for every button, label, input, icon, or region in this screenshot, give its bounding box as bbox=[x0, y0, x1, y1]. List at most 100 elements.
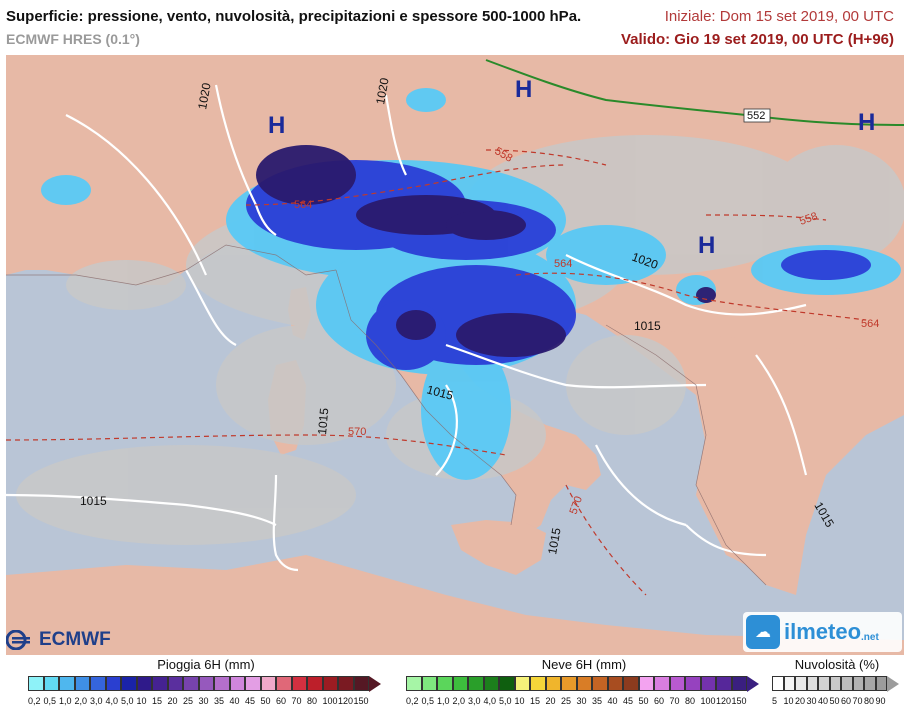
cloud-legend-swatch bbox=[806, 676, 818, 691]
rain-legend-tick: 45 bbox=[245, 696, 256, 706]
snow-legend-swatch bbox=[638, 676, 654, 691]
rain-legend-tick: 10 bbox=[136, 696, 147, 706]
cloud-legend-swatch bbox=[852, 676, 864, 691]
snow-legend-tick: 3,0 bbox=[468, 696, 481, 706]
cloud-legend-swatch bbox=[783, 676, 795, 691]
weather-map[interactable]: 1020 1020 1020 1015 1015 1015 1015 1015 … bbox=[6, 55, 904, 655]
rain-legend-tick: 25 bbox=[183, 696, 194, 706]
rain-legend-swatch bbox=[28, 676, 44, 691]
rain-legend-swatch bbox=[136, 676, 152, 691]
ilmeteo-logo[interactable]: ☁ ilmeteo .net bbox=[743, 612, 902, 652]
cloud-legend-tick: 70 bbox=[852, 696, 863, 706]
rain-legend-arrow-icon bbox=[369, 676, 381, 692]
snow-legend-tick: 5,0 bbox=[499, 696, 512, 706]
rain-legend-swatch bbox=[214, 676, 230, 691]
thickness-lines bbox=[6, 149, 867, 596]
snow-legend-swatch bbox=[576, 676, 592, 691]
cloud-legend-swatch bbox=[795, 676, 807, 691]
snow-legend-arrow-icon bbox=[747, 676, 759, 692]
snow-legend-swatch bbox=[468, 676, 484, 691]
snow-legend-tick: 1,0 bbox=[437, 696, 450, 706]
map-title: Superficie: pressione, vento, nuvolosità… bbox=[6, 8, 582, 25]
cloud-legend-tick: 50 bbox=[829, 696, 840, 706]
rain-legend-swatch bbox=[121, 676, 137, 691]
rain-legend-tick: 0,2 bbox=[28, 696, 41, 706]
cloud-legend-tick: 5 bbox=[772, 696, 778, 706]
snow-legend-swatch bbox=[406, 676, 422, 691]
high-center-marker: H bbox=[515, 76, 532, 103]
rain-legend-swatch bbox=[245, 676, 261, 691]
snow-legend-swatch bbox=[669, 676, 685, 691]
rain-legend-tick: 100 bbox=[322, 696, 338, 706]
cloud-legend-swatch bbox=[875, 676, 887, 691]
rain-legend-tick: 150 bbox=[353, 696, 369, 706]
rain-legend: Pioggia 6H (mm) 0,2 0,5 1,0 2,0 3,0 4,0 5,0 10 1… bbox=[28, 657, 384, 710]
rain-legend-swatch bbox=[167, 676, 183, 691]
snow-legend: Neve 6H (mm) 0,2 0,5 1,0 2,0 3,0 4,0 5,0 10 15 20… bbox=[406, 657, 762, 710]
snow-legend-swatch bbox=[421, 676, 437, 691]
rain-legend-tick: 1,0 bbox=[59, 696, 72, 706]
snow-legend-swatch bbox=[623, 676, 639, 691]
cloud-legend-tick: 90 bbox=[875, 696, 886, 706]
snow-legend-swatch bbox=[514, 676, 530, 691]
model-subtitle: ECMWF HRES (0.1°) bbox=[6, 31, 140, 47]
snow-legend-tick: 70 bbox=[669, 696, 680, 706]
cloud-legend-swatch bbox=[818, 676, 830, 691]
borders bbox=[6, 244, 767, 586]
cloud-legend-swatch bbox=[864, 676, 876, 691]
thickness-label: 570 bbox=[568, 495, 586, 516]
snow-legend-tick: 30 bbox=[576, 696, 587, 706]
cloud-legend-arrow-icon bbox=[887, 676, 899, 692]
header: Superficie: pressione, vento, nuvolosità… bbox=[0, 0, 910, 55]
snow-legend-title: Neve 6H (mm) bbox=[541, 657, 627, 672]
cloud-legend-tick: 30 bbox=[806, 696, 817, 706]
rain-legend-tick: 30 bbox=[198, 696, 209, 706]
initial-time: Iniziale: Dom 15 set 2019, 00 UTC bbox=[664, 8, 894, 25]
cloud-legend-tick: 40 bbox=[818, 696, 829, 706]
rain-legend-swatch bbox=[276, 676, 292, 691]
thickness-label: 564 bbox=[294, 199, 312, 211]
snow-legend-swatch bbox=[437, 676, 453, 691]
snow-legend-tick: 45 bbox=[623, 696, 634, 706]
rain-legend-swatch bbox=[90, 676, 106, 691]
snow-legend-swatch bbox=[483, 676, 499, 691]
rain-legend-swatch bbox=[260, 676, 276, 691]
snow-legend-swatch bbox=[685, 676, 701, 691]
rain-legend-swatch bbox=[74, 676, 90, 691]
snow-legend-tick: 80 bbox=[685, 696, 696, 706]
cloud-icon: ☁ bbox=[746, 615, 780, 649]
ilmeteo-logo-suffix: .net bbox=[861, 631, 879, 643]
rain-legend-tick: 120 bbox=[338, 696, 354, 706]
rain-legend-tick: 40 bbox=[229, 696, 240, 706]
rain-legend-swatch bbox=[183, 676, 199, 691]
thickness-label: 564 bbox=[554, 258, 572, 270]
ecmwf-logo: ECMWF bbox=[6, 629, 111, 651]
rain-legend-tick: 70 bbox=[291, 696, 302, 706]
rain-legend-title: Pioggia 6H (mm) bbox=[157, 657, 255, 672]
snow-legend-tick: 0,5 bbox=[421, 696, 435, 706]
land-sicily bbox=[451, 520, 546, 575]
land-africa bbox=[6, 555, 904, 655]
rain-legend-swatch bbox=[43, 676, 59, 691]
land-balkans bbox=[606, 325, 904, 595]
rain-legend-swatch bbox=[105, 676, 121, 691]
snow-legend-swatch bbox=[731, 676, 747, 691]
isobar-label: 1015 bbox=[545, 526, 563, 555]
snow-legend-tick: 20 bbox=[545, 696, 556, 706]
cloud-legend-tick: 60 bbox=[841, 696, 852, 706]
rain-legend-tick: 15 bbox=[152, 696, 163, 706]
high-pressure-centers: H H H H bbox=[268, 76, 875, 259]
rain-legend-swatch bbox=[322, 676, 338, 691]
map-canvas: 1020 1020 1020 1015 1015 1015 1015 1015 … bbox=[6, 55, 904, 655]
cloud-legend-swatch bbox=[772, 676, 784, 691]
snow-legend-tick: 4,0 bbox=[483, 696, 497, 706]
snow-legend-tick: 100 bbox=[700, 696, 716, 706]
cloud-legend-tick: 80 bbox=[864, 696, 875, 706]
rain-legend-tick: 60 bbox=[276, 696, 287, 706]
snow-legend-swatch bbox=[499, 676, 515, 691]
snow-legend-tick: 150 bbox=[731, 696, 747, 706]
valid-time: Valido: Gio 19 set 2019, 00 UTC (H+96) bbox=[620, 31, 894, 48]
snow-legend-tick: 10 bbox=[514, 696, 525, 706]
rain-legend-swatch bbox=[229, 676, 245, 691]
rain-legend-swatch bbox=[291, 676, 307, 691]
